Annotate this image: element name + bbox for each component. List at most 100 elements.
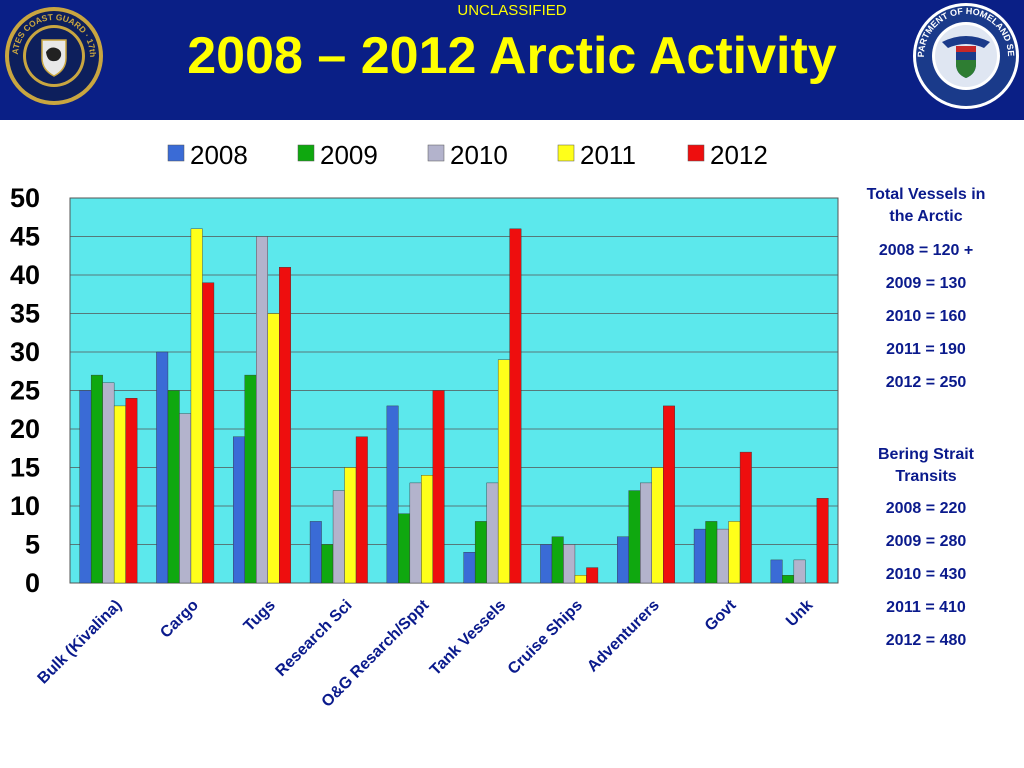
bar-2012-6 bbox=[586, 567, 599, 584]
x-tick-label: Cargo bbox=[157, 597, 202, 642]
bar-2009-0 bbox=[90, 374, 103, 584]
x-tick-label: Research Sci bbox=[273, 597, 356, 680]
y-tick-label: 45 bbox=[10, 222, 40, 252]
legend-label: 2010 bbox=[450, 140, 508, 170]
bar-2010-2 bbox=[256, 236, 268, 584]
bar-2011-2 bbox=[267, 313, 280, 584]
bar-2011-3 bbox=[344, 467, 357, 584]
y-tick-label: 15 bbox=[10, 453, 40, 483]
bar-2012-8 bbox=[739, 451, 752, 584]
bars bbox=[79, 228, 829, 584]
bar-2009-4 bbox=[398, 513, 411, 584]
bering-transits-2008: 2008 = 220 bbox=[885, 500, 967, 517]
bar-2009-3 bbox=[321, 544, 334, 584]
y-tick-label: 5 bbox=[25, 530, 40, 560]
bar-2009-1 bbox=[167, 390, 180, 584]
bar-2008-8 bbox=[693, 528, 706, 584]
slide-title: 2008 – 2012 Arctic Activity bbox=[187, 27, 837, 85]
bering-transits-2011: 2011 = 410 bbox=[886, 599, 966, 616]
bar-2010-8 bbox=[716, 528, 729, 584]
legend-label: 2009 bbox=[320, 140, 378, 170]
legend-label: 2012 bbox=[710, 140, 768, 170]
bar-2008-2 bbox=[233, 436, 245, 584]
bar-2008-1 bbox=[156, 351, 169, 584]
y-tick-label: 30 bbox=[10, 337, 40, 367]
bar-2010-6 bbox=[563, 544, 576, 584]
x-tick-label: Adventurers bbox=[584, 597, 663, 676]
y-tick-label: 40 bbox=[10, 260, 40, 290]
bar-2011-8 bbox=[728, 521, 741, 584]
y-tick-label: 20 bbox=[10, 414, 40, 444]
legend-swatch-2009 bbox=[297, 144, 315, 162]
bar-2009-5 bbox=[474, 521, 487, 584]
bering-strait-panel: Bering Strait Transits 2008 = 220 2009 =… bbox=[842, 444, 1010, 657]
bar-2009-2 bbox=[244, 374, 257, 584]
bar-2009-6 bbox=[551, 536, 564, 584]
classification-label: UNCLASSIFIED bbox=[457, 2, 567, 19]
legend-swatch-2012 bbox=[687, 144, 705, 162]
bar-2008-7 bbox=[617, 536, 629, 584]
bar-2008-4 bbox=[386, 405, 399, 584]
total-vessels-2009: 2009 = 130 bbox=[885, 275, 967, 292]
y-tick-label: 35 bbox=[10, 299, 40, 329]
bering-transits-2012: 2012 = 480 bbox=[885, 632, 967, 649]
bar-2008-6 bbox=[540, 544, 553, 584]
total-vessels-panel: Total Vessels in the Arctic 2008 = 120 +… bbox=[842, 184, 1010, 399]
x-tick-label: Cruise Ships bbox=[505, 597, 586, 678]
bar-2009-8 bbox=[705, 521, 718, 584]
legend-label: 2008 bbox=[190, 140, 248, 170]
x-tick-label: Govt bbox=[702, 596, 740, 634]
x-tick-label: Bulk (Kivalina) bbox=[35, 597, 126, 688]
bar-2011-6 bbox=[574, 575, 587, 584]
slide-header: UNCLASSIFIED 2008 – 2012 Arctic Activity… bbox=[0, 0, 1024, 120]
bar-2009-9 bbox=[782, 575, 795, 584]
x-tick-label: Tugs bbox=[241, 597, 279, 635]
bar-2008-9 bbox=[770, 559, 783, 584]
bar-2008-0 bbox=[79, 390, 92, 584]
bar-2008-5 bbox=[463, 552, 476, 584]
bering-transits-2009: 2009 = 280 bbox=[885, 533, 967, 550]
total-vessels-2011: 2011 = 190 bbox=[886, 341, 966, 358]
legend-label: 2011 bbox=[580, 140, 636, 170]
bar-2010-4 bbox=[409, 482, 422, 584]
bar-2009-7 bbox=[628, 490, 641, 584]
bar-2011-4 bbox=[421, 475, 434, 584]
bar-2010-9 bbox=[793, 559, 806, 584]
chart-legend: 2008 2009 2010 2011 2012 bbox=[167, 140, 768, 170]
bar-2011-5 bbox=[497, 359, 510, 584]
total-vessels-2010: 2010 = 160 bbox=[885, 308, 967, 325]
y-tick-label: 10 bbox=[10, 491, 40, 521]
bar-2010-1 bbox=[179, 413, 192, 584]
bar-2012-4 bbox=[432, 390, 445, 584]
legend-swatch-2008 bbox=[167, 144, 185, 162]
bar-2010-5 bbox=[486, 482, 499, 584]
bar-2012-9 bbox=[816, 498, 829, 584]
legend-swatch-2010 bbox=[427, 144, 445, 162]
bar-2010-0 bbox=[102, 382, 115, 584]
legend-swatch-2011 bbox=[557, 144, 575, 162]
bar-2012-7 bbox=[663, 405, 675, 584]
x-tick-label: Tank Vessels bbox=[427, 597, 509, 679]
coast-guard-seal-icon: UNITED STATES COAST GUARD · 17th DISTRIC… bbox=[4, 6, 104, 106]
bar-2012-3 bbox=[355, 436, 368, 584]
x-tick-label: Unk bbox=[783, 597, 816, 630]
y-tick-label: 50 bbox=[10, 183, 40, 213]
bar-2011-0 bbox=[113, 405, 126, 584]
bar-2010-7 bbox=[640, 482, 652, 584]
dhs-seal-icon: U.S. DEPARTMENT OF HOMELAND SECURITY bbox=[912, 2, 1020, 110]
y-tick-label: 25 bbox=[10, 376, 40, 406]
y-tick-label: 0 bbox=[25, 568, 40, 598]
bar-2011-1 bbox=[190, 228, 203, 584]
bar-2012-1 bbox=[202, 282, 215, 584]
bar-2010-3 bbox=[332, 490, 345, 584]
bar-2012-5 bbox=[509, 228, 522, 584]
bar-2011-7 bbox=[651, 467, 664, 584]
bar-2012-2 bbox=[279, 267, 291, 584]
bar-2012-0 bbox=[125, 398, 138, 584]
bering-transits-2010: 2010 = 430 bbox=[885, 566, 967, 583]
bering-heading-1: Bering Strait bbox=[877, 446, 974, 463]
total-vessels-2008: 2008 = 120 + bbox=[878, 242, 974, 259]
total-vessels-2012: 2012 = 250 bbox=[885, 374, 967, 391]
bering-heading-2: Transits bbox=[895, 468, 957, 485]
